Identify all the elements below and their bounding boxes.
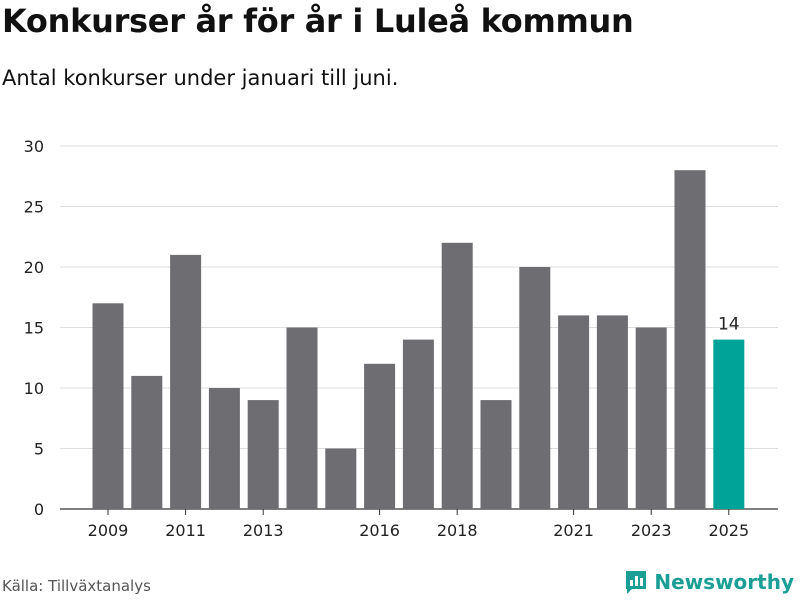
- bar-2016: [364, 363, 396, 509]
- x-axis-ticks: 2009 2011 2013 2016 2018 2021 2023 2025: [88, 509, 749, 540]
- x-tick-label: 2023: [631, 521, 672, 540]
- y-tick-label: 15: [24, 319, 44, 338]
- x-tick-label: 2021: [553, 521, 594, 540]
- y-tick-label: 0: [34, 500, 44, 519]
- x-tick-label: 2016: [359, 521, 400, 540]
- y-tick-label: 20: [24, 258, 44, 277]
- bar-chart-logo-icon: [624, 569, 648, 595]
- y-tick-label: 5: [34, 440, 44, 459]
- bar-2013: [247, 400, 279, 509]
- bar-2022: [596, 315, 628, 509]
- x-tick-label: 2018: [437, 521, 478, 540]
- y-axis-ticks: 0 5 10 15 20 25 30: [24, 137, 44, 519]
- chart-subtitle: Antal konkurser under januari till juni.: [2, 66, 399, 90]
- bar-2015: [325, 448, 357, 509]
- data-labels: 14: [718, 315, 740, 335]
- brand-name: Newsworthy: [654, 570, 794, 594]
- bar-2018: [441, 242, 473, 510]
- bar-2017: [402, 339, 434, 509]
- x-tick-label: 2009: [88, 521, 129, 540]
- bar-2020: [519, 267, 551, 509]
- data-label-2025: 14: [718, 315, 740, 335]
- x-tick-label: 2025: [708, 521, 749, 540]
- y-tick-label: 25: [24, 198, 44, 217]
- bars: [92, 170, 745, 510]
- bar-2010: [131, 375, 163, 509]
- x-tick-label: 2011: [165, 521, 206, 540]
- brand-logo[interactable]: Newsworthy: [624, 569, 794, 595]
- chart-title: Konkurser år för år i Luleå kommun: [2, 2, 634, 40]
- source-note: Källa: Tillväxtanalys: [2, 577, 151, 595]
- bar-2009: [92, 303, 124, 509]
- bar-2011: [170, 254, 202, 509]
- bar-2023: [635, 327, 667, 509]
- bar-2021: [558, 315, 590, 509]
- bar-2025: [713, 339, 745, 509]
- bar-2019: [480, 400, 512, 509]
- bar-2012: [208, 388, 240, 509]
- bar-2024: [674, 170, 706, 509]
- y-tick-label: 10: [24, 379, 44, 398]
- bar-2014: [286, 327, 318, 509]
- x-tick-label: 2013: [243, 521, 284, 540]
- y-tick-label: 30: [24, 137, 44, 156]
